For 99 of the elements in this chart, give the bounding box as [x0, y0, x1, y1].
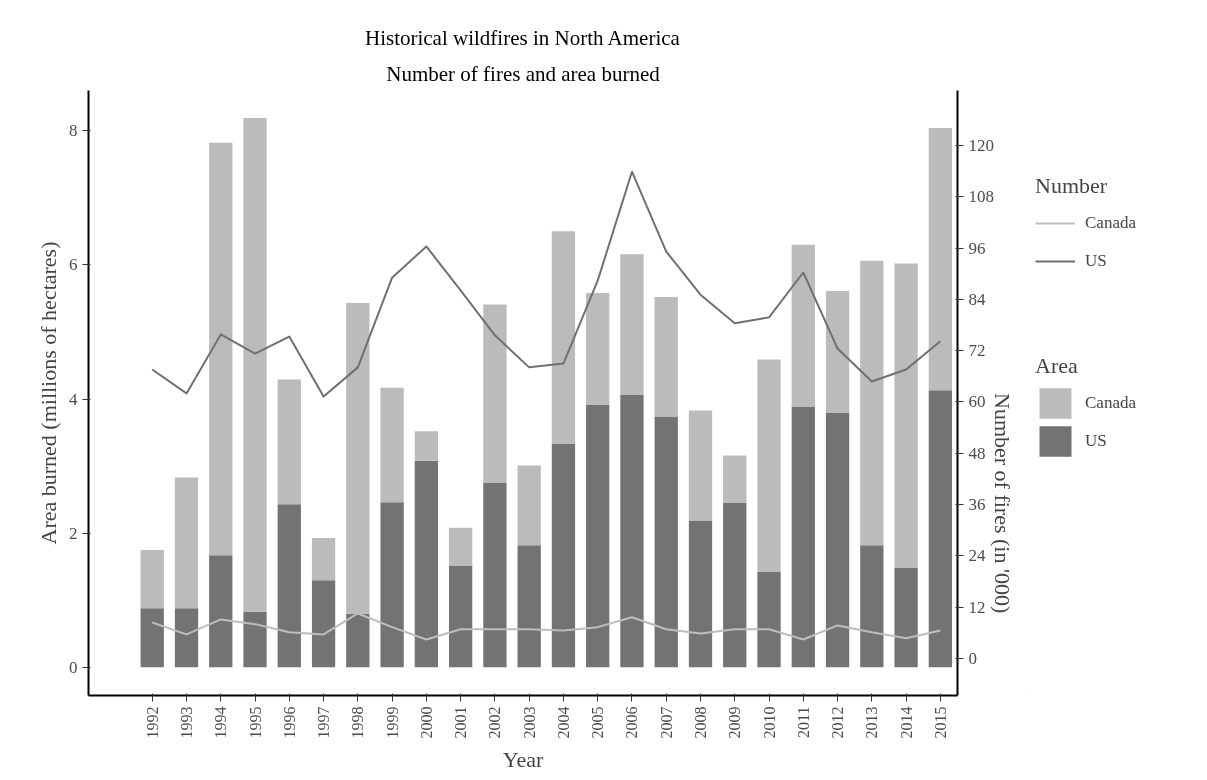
bar — [517, 465, 541, 546]
bar — [448, 566, 473, 668]
x-tick-label: 2005 — [589, 706, 607, 739]
bar — [586, 405, 610, 668]
legend-label: US — [1085, 431, 1107, 451]
x-tick-label: 2002 — [486, 706, 504, 739]
bar — [448, 527, 473, 567]
bar — [380, 387, 404, 503]
text: Number — [1035, 173, 1108, 198]
x-tick-label: 1993 — [178, 706, 195, 739]
bar — [140, 549, 164, 609]
line-series — [151, 170, 942, 398]
y2-tick-label: 0 — [968, 648, 977, 668]
bar — [620, 395, 644, 668]
bar — [654, 297, 678, 417]
bar — [586, 293, 610, 406]
x-tick-label: 2003 — [520, 706, 538, 739]
x-tick-label: 1999 — [383, 706, 401, 739]
x-tick-label: 1998 — [349, 706, 367, 739]
bar — [243, 611, 267, 668]
x-tick-label: 2006 — [623, 706, 641, 739]
bar — [825, 291, 850, 413]
x-tick-label: 2004 — [554, 706, 572, 739]
bar — [174, 608, 199, 668]
bar — [414, 431, 439, 461]
x-tick-label: 1994 — [212, 706, 230, 739]
bar — [243, 118, 267, 612]
bar — [757, 359, 781, 573]
bar — [688, 410, 713, 521]
x-tick-label: 2007 — [657, 706, 675, 739]
x-tick-label: 1995 — [246, 706, 264, 739]
x-tick-label: 2008 — [692, 706, 709, 739]
bar — [346, 613, 370, 668]
bar — [723, 455, 747, 503]
bar — [277, 504, 301, 668]
y-tick-label: 4 — [69, 389, 78, 409]
bar — [414, 460, 439, 668]
y-axis-title: Area burned (millions of hectares) — [36, 241, 61, 545]
x-tick-label: 1997 — [315, 706, 333, 739]
bar — [860, 545, 884, 668]
y2-tick-label: 12 — [968, 597, 986, 617]
x-tick-label: 2009 — [726, 706, 744, 739]
y2-tick-label: 24 — [968, 546, 986, 566]
bar — [688, 520, 713, 668]
x-tick-label: 1996 — [280, 706, 298, 739]
bar — [894, 263, 918, 569]
y2-tick-label: 96 — [968, 238, 986, 258]
text: Area — [1035, 353, 1078, 378]
bar — [277, 379, 301, 505]
bar — [174, 477, 199, 609]
x-tick-label: 2000 — [417, 706, 435, 739]
bar — [654, 416, 678, 668]
bar — [209, 142, 233, 556]
y2-tick-label: 36 — [968, 495, 986, 515]
y2-axis-title: Number of fires (in '000) — [989, 393, 1015, 614]
x-tick-label: 2010 — [760, 706, 778, 739]
x-tick-label: 2015 — [931, 706, 949, 739]
bar — [825, 412, 850, 668]
chart-subtitle: Number of fires and area burned — [386, 61, 661, 86]
bar — [928, 390, 953, 668]
bar — [209, 555, 233, 668]
bar — [791, 244, 815, 407]
y-tick-label: 8 — [69, 121, 78, 141]
x-tick-label: 2014 — [897, 706, 915, 739]
bar — [928, 128, 953, 391]
chart-title: Historical wildfires in North America — [364, 25, 681, 50]
y2-tick-label: 120 — [968, 136, 994, 156]
x-axis-title: Year — [502, 746, 544, 772]
x-tick-label: 2001 — [452, 706, 470, 739]
y2-tick-label: 84 — [968, 289, 986, 309]
x-tick-label: 2011 — [794, 706, 812, 738]
bar — [140, 608, 164, 668]
bar — [551, 231, 576, 444]
y-tick-label: 0 — [69, 657, 78, 677]
y-tick-label: 6 — [69, 255, 78, 275]
x-tick-label: 2012 — [829, 706, 847, 739]
y2-tick-label: 48 — [968, 443, 986, 463]
bar — [551, 443, 576, 668]
bar — [723, 503, 747, 668]
bar — [860, 260, 884, 546]
bar — [894, 568, 918, 668]
x-tick-label: 2013 — [863, 706, 881, 739]
bar — [483, 482, 507, 668]
y2-tick-label: 72 — [968, 341, 986, 361]
y2-tick-label: 108 — [968, 187, 994, 207]
legend-label: US — [1085, 251, 1107, 271]
bar — [483, 304, 507, 483]
bar — [791, 406, 815, 668]
bar — [620, 254, 644, 396]
bar — [517, 545, 541, 668]
legend-label: Canada — [1085, 393, 1136, 413]
bar — [311, 580, 336, 668]
y-tick-label: 2 — [69, 523, 78, 543]
legend-label: Canada — [1085, 213, 1136, 233]
x-tick-label: 1992 — [143, 706, 161, 739]
bar — [380, 502, 404, 668]
bar — [311, 537, 336, 581]
y2-tick-label: 60 — [968, 392, 986, 412]
bar — [757, 572, 781, 668]
